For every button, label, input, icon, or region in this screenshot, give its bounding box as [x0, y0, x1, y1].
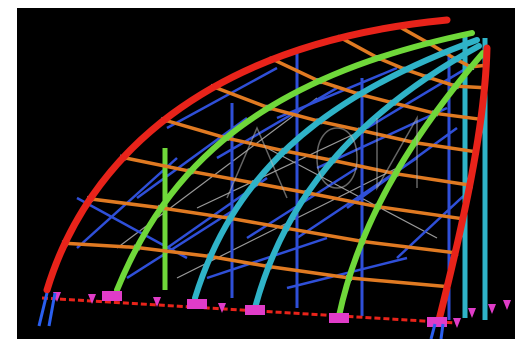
pin-support-6 — [468, 308, 476, 318]
pin-support-4 — [218, 303, 226, 313]
watermark-layer — [226, 115, 418, 199]
base-plate-3 — [245, 305, 265, 315]
arch-rib-5 — [336, 50, 486, 319]
arch-rib-2 — [114, 30, 475, 293]
support-layer — [37, 291, 511, 339]
purlin-2 — [89, 197, 456, 255]
pin-support-7 — [488, 304, 496, 314]
anchor-leg-4 — [439, 323, 445, 339]
arch-rib-1 — [43, 16, 451, 294]
bracing-member-5 — [216, 86, 338, 160]
arch-rib-3 — [192, 37, 480, 301]
pin-support-3 — [153, 297, 161, 307]
pin-support-5 — [453, 318, 461, 328]
arch-rib-6 — [435, 44, 491, 324]
structural-model-viewport — [17, 8, 515, 339]
bracing-member-12 — [206, 236, 328, 280]
pin-support-2 — [88, 294, 96, 304]
bracing-member-3 — [136, 116, 248, 200]
base-plate-1 — [102, 291, 122, 301]
arch-layer — [43, 16, 491, 324]
base-plate-2 — [187, 299, 207, 309]
anchor-leg-2 — [47, 292, 57, 327]
cable-4 — [196, 127, 368, 209]
purlin-3 — [122, 155, 464, 221]
steel-arch-roof-model — [37, 16, 511, 339]
bracing-member-15 — [316, 106, 448, 170]
arch-rib-4 — [252, 43, 482, 311]
bracing-member-14 — [166, 66, 278, 130]
watermark-mark — [226, 115, 418, 199]
purlin-6 — [271, 57, 482, 122]
base-plate-4 — [329, 313, 349, 323]
purlin-4 — [163, 118, 471, 187]
bracing-member-11 — [126, 206, 238, 280]
purlin-7 — [340, 36, 485, 90]
anchor-leg-1 — [37, 292, 49, 327]
bracing-member-13 — [286, 256, 408, 290]
cable-3 — [266, 147, 438, 239]
anchor-leg-3 — [429, 323, 437, 339]
base-plate-5 — [427, 317, 447, 327]
purlin-1 — [64, 241, 448, 289]
purlin-5 — [213, 85, 477, 154]
pin-support-8 — [503, 300, 511, 310]
